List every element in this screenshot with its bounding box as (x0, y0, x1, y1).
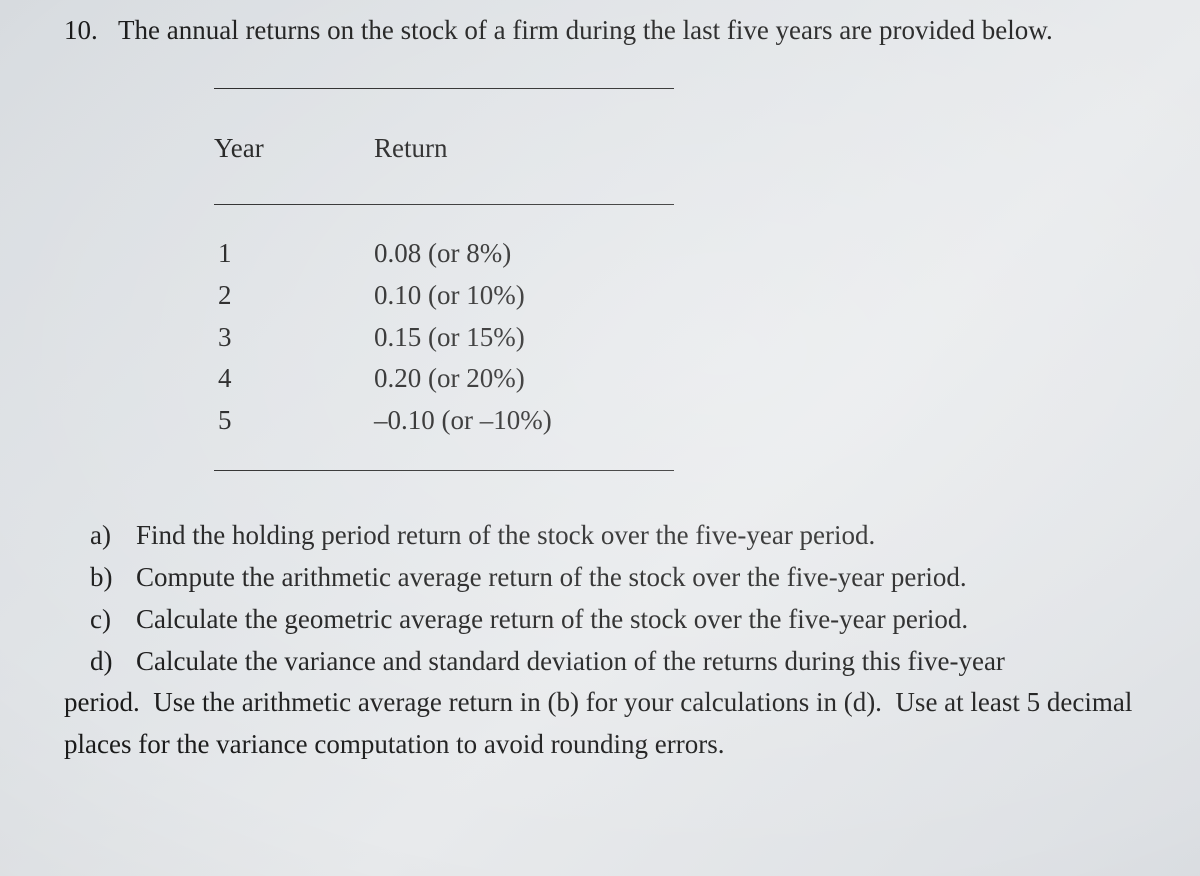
table-header-return: Return (374, 133, 674, 164)
table-row: 1 0.08 (or 8%) (214, 233, 674, 275)
part-d: d) Calculate the variance and standard d… (90, 641, 1172, 683)
table-rule-top (214, 88, 674, 89)
sub-parts: a) Find the holding period return of the… (90, 515, 1172, 682)
cell-year: 3 (214, 317, 374, 359)
returns-table: Year Return 1 0.08 (or 8%) 2 0.10 (or 10… (214, 88, 674, 471)
cell-return: –0.10 (or –10%) (374, 400, 674, 442)
table-row: 5 –0.10 (or –10%) (214, 400, 674, 442)
part-a: a) Find the holding period return of the… (90, 515, 1172, 557)
cell-year: 1 (214, 233, 374, 275)
table-row: 4 0.20 (or 20%) (214, 358, 674, 400)
part-text: Find the holding period return of the st… (136, 515, 1172, 557)
cell-year: 4 (214, 358, 374, 400)
cell-year: 2 (214, 275, 374, 317)
part-b: b) Compute the arithmetic average return… (90, 557, 1172, 599)
part-text: Compute the arithmetic average return of… (136, 557, 1172, 599)
part-label: d) (90, 641, 136, 683)
cell-year: 5 (214, 400, 374, 442)
table-row: 3 0.15 (or 15%) (214, 317, 674, 359)
question-number: 10. (64, 15, 98, 45)
cell-return: 0.08 (or 8%) (374, 233, 674, 275)
question-text: The annual returns on the stock of a fir… (118, 15, 1053, 45)
table-header-row: Year Return (214, 133, 674, 164)
table-rule-bottom (214, 470, 674, 471)
part-label: a) (90, 515, 136, 557)
table-body: 1 0.08 (or 8%) 2 0.10 (or 10%) 3 0.15 (o… (214, 233, 674, 442)
table-rule-mid (214, 204, 674, 205)
cell-return: 0.15 (or 15%) (374, 317, 674, 359)
part-label: c) (90, 599, 136, 641)
question-intro: 10. The annual returns on the stock of a… (64, 10, 1172, 52)
cell-return: 0.10 (or 10%) (374, 275, 674, 317)
part-label: b) (90, 557, 136, 599)
part-d-continuation: period. Use the arithmetic average retur… (64, 682, 1172, 766)
page-content: 10. The annual returns on the stock of a… (0, 0, 1200, 766)
table-header-year: Year (214, 133, 374, 164)
part-c: c) Calculate the geometric average retur… (90, 599, 1172, 641)
table-row: 2 0.10 (or 10%) (214, 275, 674, 317)
part-text: Calculate the geometric average return o… (136, 599, 1172, 641)
cell-return: 0.20 (or 20%) (374, 358, 674, 400)
part-text: Calculate the variance and standard devi… (136, 641, 1172, 683)
